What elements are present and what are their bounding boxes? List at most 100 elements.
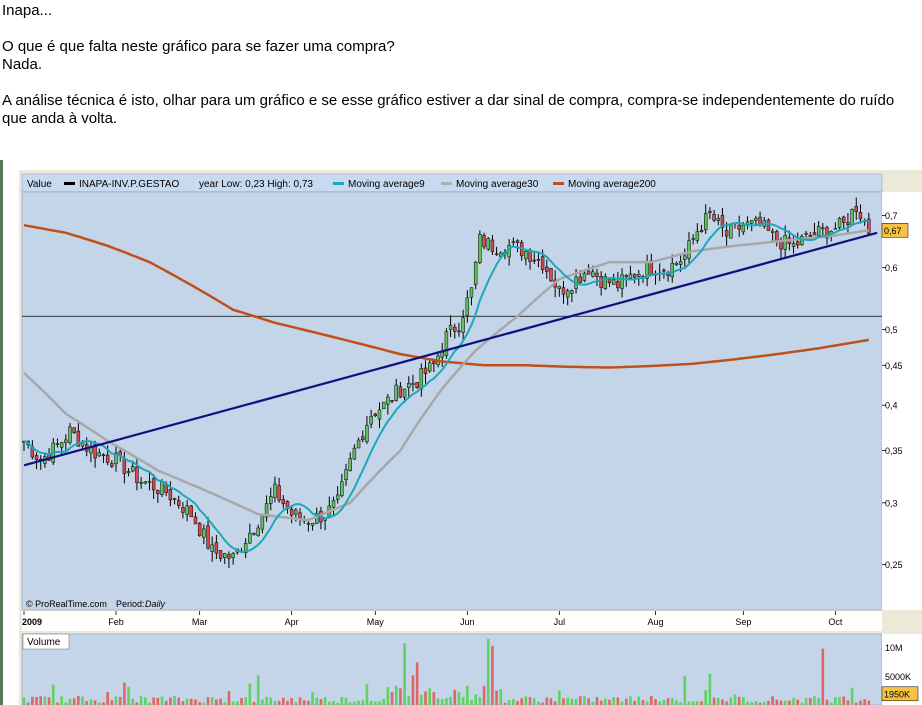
volume-bar [620, 701, 624, 705]
legend-symbol-swatch [64, 182, 75, 185]
candle-body [131, 466, 135, 472]
volume-bar [127, 686, 130, 705]
candle-body [223, 553, 227, 558]
volume-bar [562, 698, 565, 705]
x-tick-label: Jun [460, 617, 475, 627]
candle-body [582, 272, 587, 282]
volume-bar [440, 699, 444, 705]
candle-body [202, 528, 206, 538]
volume-label-box [22, 633, 70, 650]
volume-bar [478, 697, 482, 705]
volume-bar [599, 700, 603, 705]
volume-bar [194, 699, 197, 705]
candle-body [561, 287, 566, 295]
y-tick-label: 0,3 [885, 498, 898, 508]
volume-bar [633, 700, 636, 705]
volume-bar [512, 698, 515, 705]
candle-body [816, 226, 821, 236]
candle-body [846, 222, 850, 225]
candle-body [352, 447, 357, 460]
volume-bar [670, 698, 674, 705]
volume-bar [181, 701, 185, 705]
volume-bar [758, 702, 762, 705]
volume-bar [302, 700, 306, 705]
volume-bar [675, 700, 678, 705]
candle-body [335, 494, 340, 500]
volume-bar [315, 697, 319, 705]
volume-bar [696, 701, 699, 705]
candle-body [189, 505, 194, 518]
volume-bar [821, 648, 825, 705]
candle-body [628, 273, 633, 279]
candle-body [381, 401, 386, 410]
volume-bar [415, 662, 419, 705]
volume-bar [97, 702, 101, 705]
candle-body [361, 436, 365, 441]
volume-layer: 10M 5000K 1950K [22, 638, 919, 705]
volume-bar [131, 698, 135, 705]
volume-bar [587, 698, 590, 705]
candle-body [80, 442, 85, 447]
candle-body [469, 287, 474, 298]
candle-body [156, 490, 160, 494]
volume-bar [374, 701, 377, 705]
volume-bar [348, 702, 352, 705]
volume-bar [825, 699, 829, 705]
volume-bar [503, 702, 507, 705]
legend-ma9: Moving average9 [348, 179, 425, 190]
candle-body [603, 276, 608, 289]
volume-bar [604, 698, 607, 705]
candle-body [821, 227, 825, 230]
y-tick-label: 0,25 [885, 560, 903, 570]
candle-body [624, 275, 628, 278]
volume-bar [838, 697, 841, 705]
candle-body [515, 240, 520, 243]
volume-bar [449, 696, 452, 705]
volume-bar [666, 698, 670, 705]
volume-bar [771, 696, 774, 705]
volume-bar [645, 701, 649, 705]
legend-ma9-swatch [333, 182, 344, 185]
volume-bar [834, 697, 837, 705]
volume-bar [725, 701, 728, 705]
candle-body [457, 330, 461, 333]
candle-body [796, 241, 800, 246]
candle-body [524, 250, 528, 260]
legend-symbol: INAPA-INV.P.GESTAO [79, 179, 179, 190]
volume-bar [215, 699, 218, 705]
candle-body [105, 454, 110, 463]
candle-body [369, 415, 373, 425]
candle-body [808, 235, 812, 237]
volume-bar [64, 702, 68, 705]
candle-body [854, 206, 858, 212]
volume-bar [386, 686, 390, 705]
candle-body [448, 324, 453, 330]
candle-body [770, 230, 775, 233]
volume-bar [60, 696, 63, 705]
candle-body [825, 227, 829, 239]
volume-bar [26, 702, 30, 705]
candle-body [591, 271, 595, 277]
candle-body [197, 522, 202, 537]
candle-body [231, 553, 235, 558]
volume-bar [269, 697, 273, 705]
candle-body [164, 484, 168, 493]
volume-bar [700, 701, 703, 705]
legend-value-label: Value [27, 179, 52, 190]
candle-body [402, 388, 407, 398]
price-axis-area [882, 192, 922, 610]
candle-body [68, 426, 72, 443]
legend-ma30: Moving average30 [456, 179, 539, 190]
volume-bar [750, 702, 754, 705]
candle-body [168, 489, 173, 501]
volume-bar [783, 700, 787, 705]
candle-body [281, 499, 286, 505]
volume-bar [173, 696, 176, 705]
candle-body [741, 225, 746, 233]
candle-body [248, 532, 252, 544]
volume-bar [436, 698, 440, 705]
volume-bar [729, 697, 733, 705]
volume-bar [164, 700, 168, 705]
volume-bar [553, 701, 557, 705]
